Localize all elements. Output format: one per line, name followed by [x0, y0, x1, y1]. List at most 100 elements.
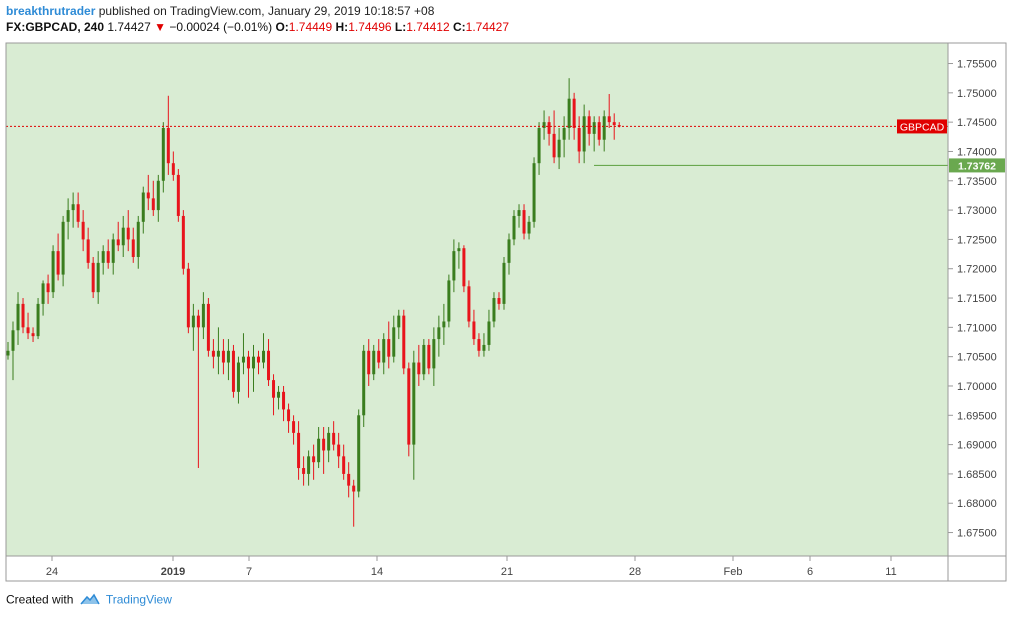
candle-body — [101, 251, 105, 263]
candle-body — [307, 456, 311, 474]
candle-body — [437, 327, 441, 340]
close-label: C: — [452, 20, 466, 34]
candle-body — [201, 303, 205, 328]
candle-body — [292, 421, 296, 433]
close-value: 1.74427 — [465, 20, 510, 34]
candle-body — [327, 432, 331, 451]
candle-body — [277, 391, 281, 398]
x-tick-label: 28 — [629, 566, 641, 578]
candle-body — [302, 468, 306, 474]
tradingview-cloud-icon — [79, 592, 101, 609]
y-axis[interactable]: 1.75500 1.75000 1.74500 1.74000 1.73500 1.730… — [948, 59, 997, 540]
y-tick-label: 1.69500 — [957, 410, 997, 422]
candle-body — [31, 333, 35, 337]
candle-body — [587, 116, 591, 134]
candle-body — [106, 251, 110, 263]
candle-body — [492, 298, 496, 322]
candle-body — [557, 139, 561, 158]
candle-body — [71, 204, 75, 211]
x-tick-label: 7 — [246, 566, 252, 578]
candle-body — [577, 128, 581, 152]
candle-body — [372, 350, 376, 375]
candle-body — [267, 350, 271, 381]
candle-body — [392, 327, 396, 357]
candle-body — [592, 122, 596, 134]
price-change: −0.00024 (−0.01%) — [169, 20, 273, 34]
tradingview-link[interactable]: TradingView — [105, 592, 172, 607]
y-tick-label: 1.71500 — [957, 293, 997, 305]
candle-body — [116, 239, 120, 246]
candle-body — [497, 298, 501, 304]
symbol-label: FX:GBPCAD, 240 — [6, 20, 105, 34]
candle-body — [41, 283, 45, 304]
candle-body — [467, 286, 471, 322]
candle-body — [487, 321, 491, 345]
created-with-text: Created with — [6, 592, 74, 607]
candle-body — [352, 485, 356, 492]
candle-body — [542, 122, 546, 129]
candle-body — [136, 221, 140, 257]
x-axis[interactable]: 24 2019 7 14 21 28 Feb 6 11 — [46, 556, 897, 578]
x-tick-label: 6 — [807, 566, 813, 578]
candle-body — [347, 473, 351, 486]
candle-body — [562, 128, 566, 140]
candle-body — [257, 356, 260, 363]
candle-body — [582, 116, 586, 152]
candle-body — [367, 350, 371, 375]
x-tick-label: 14 — [371, 566, 383, 578]
candle-body — [397, 315, 401, 328]
y-tick-label: 1.68500 — [957, 469, 997, 481]
candle-body — [66, 210, 70, 222]
candle-body — [26, 327, 30, 334]
candle-body — [297, 432, 301, 469]
candle-body — [56, 251, 60, 275]
candle-body — [161, 128, 165, 181]
candle-body — [86, 239, 90, 263]
candle-body — [156, 180, 160, 211]
candle-body — [21, 303, 25, 328]
candle-body — [191, 315, 195, 328]
candle-body — [362, 350, 366, 416]
candle-body — [282, 391, 286, 410]
candle-body — [216, 350, 220, 357]
candle-body — [16, 303, 20, 331]
candle-body — [246, 356, 250, 369]
publish-line: breakthrutrader published on TradingView… — [6, 3, 1006, 19]
y-tick-label: 1.74000 — [957, 146, 997, 158]
author-link[interactable]: breakthrutrader — [6, 4, 96, 18]
y-tick-label: 1.69000 — [957, 440, 997, 452]
candle-body — [322, 438, 326, 451]
candle-body — [121, 227, 125, 246]
y-tick-label: 1.67500 — [957, 528, 997, 540]
plot-area[interactable] — [6, 43, 948, 556]
candle-body — [572, 98, 576, 129]
last-price: 1.74427 — [107, 20, 151, 34]
candle-body — [236, 362, 240, 392]
candle-body — [196, 315, 200, 328]
candle-body — [171, 163, 175, 175]
current-price-tag: GBPCAD — [897, 119, 947, 134]
candle-body — [402, 315, 406, 369]
candle-body — [186, 268, 190, 328]
candle-body — [181, 215, 185, 269]
candle-body — [287, 409, 291, 422]
low-label: L: — [394, 20, 407, 34]
candle-body — [81, 221, 85, 240]
candle-body — [272, 380, 276, 398]
candle-body — [412, 362, 416, 445]
price-tag-box — [897, 119, 947, 134]
y-tick-label: 1.75000 — [957, 88, 997, 100]
candle-body — [141, 192, 145, 222]
y-tick-label: 1.73500 — [957, 176, 997, 188]
candle-body — [422, 344, 426, 375]
y-tick-label: 1.70000 — [957, 381, 997, 393]
candle-body — [206, 303, 210, 351]
candle-body — [602, 116, 606, 140]
support-level-value: 1.73762 — [958, 160, 996, 172]
candle-body — [417, 362, 421, 375]
candle-body — [547, 122, 551, 134]
candle-body — [126, 227, 130, 240]
y-tick-label: 1.72500 — [957, 234, 997, 246]
chart-header: breakthrutrader published on TradingView… — [6, 3, 1006, 35]
